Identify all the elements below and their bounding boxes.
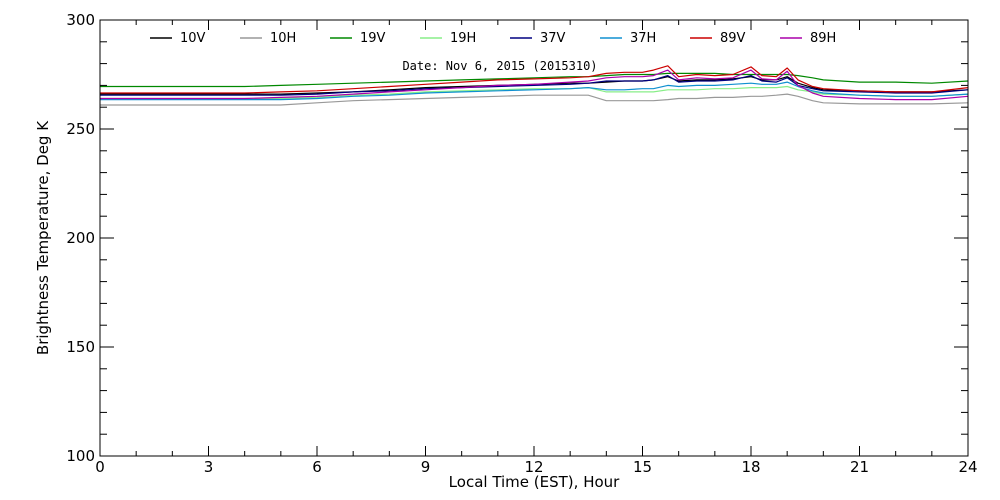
y-axis-title: Brightness Temperature, Deg K [34, 120, 52, 355]
x-tick-label: 6 [312, 458, 322, 476]
series-line-89v [100, 65, 969, 94]
series-layer [100, 65, 969, 106]
series-line-89h [100, 69, 969, 101]
x-tick-label: 15 [633, 458, 652, 476]
series-line-19h [100, 85, 969, 100]
ticks-layer: 0 3 6 9 12 15 18 21 24 100 150 200 250 300 [66, 11, 977, 476]
legend-label-10h: 10H [270, 31, 296, 46]
date-annotation: Date: Nov 6, 2015 (2015310) [402, 59, 597, 73]
x-axis-title: Local Time (EST), Hour [449, 473, 620, 491]
x-tick-label: 18 [741, 458, 760, 476]
y-tick-label: 200 [66, 229, 95, 247]
y-tick-label: 150 [66, 338, 95, 356]
x-tick-label: 9 [421, 458, 431, 476]
legend-label-37h: 37H [630, 31, 656, 46]
legend-label-19h: 19H [450, 31, 476, 46]
series-line-19v [100, 72, 969, 88]
x-tick-label: 3 [204, 458, 214, 476]
x-tick-label: 0 [95, 458, 105, 476]
series-line-10h [100, 93, 969, 106]
y-tick-label: 100 [66, 447, 95, 465]
x-tick-label: 21 [850, 458, 869, 476]
x-tick-label: 12 [524, 458, 543, 476]
x-tick-label: 24 [958, 458, 977, 476]
legend-label-89v: 89V [720, 31, 746, 46]
legend-label-10v: 10V [180, 31, 206, 46]
y-tick-label: 300 [66, 11, 95, 29]
series-line-37v [100, 74, 969, 96]
legend-label-19v: 19V [360, 31, 386, 46]
legend: 10V 10H 19V 19H 37V 37H 89V 89H [150, 31, 836, 46]
legend-label-37v: 37V [540, 31, 566, 46]
legend-label-89h: 89H [810, 31, 836, 46]
y-tick-label: 250 [66, 120, 95, 138]
